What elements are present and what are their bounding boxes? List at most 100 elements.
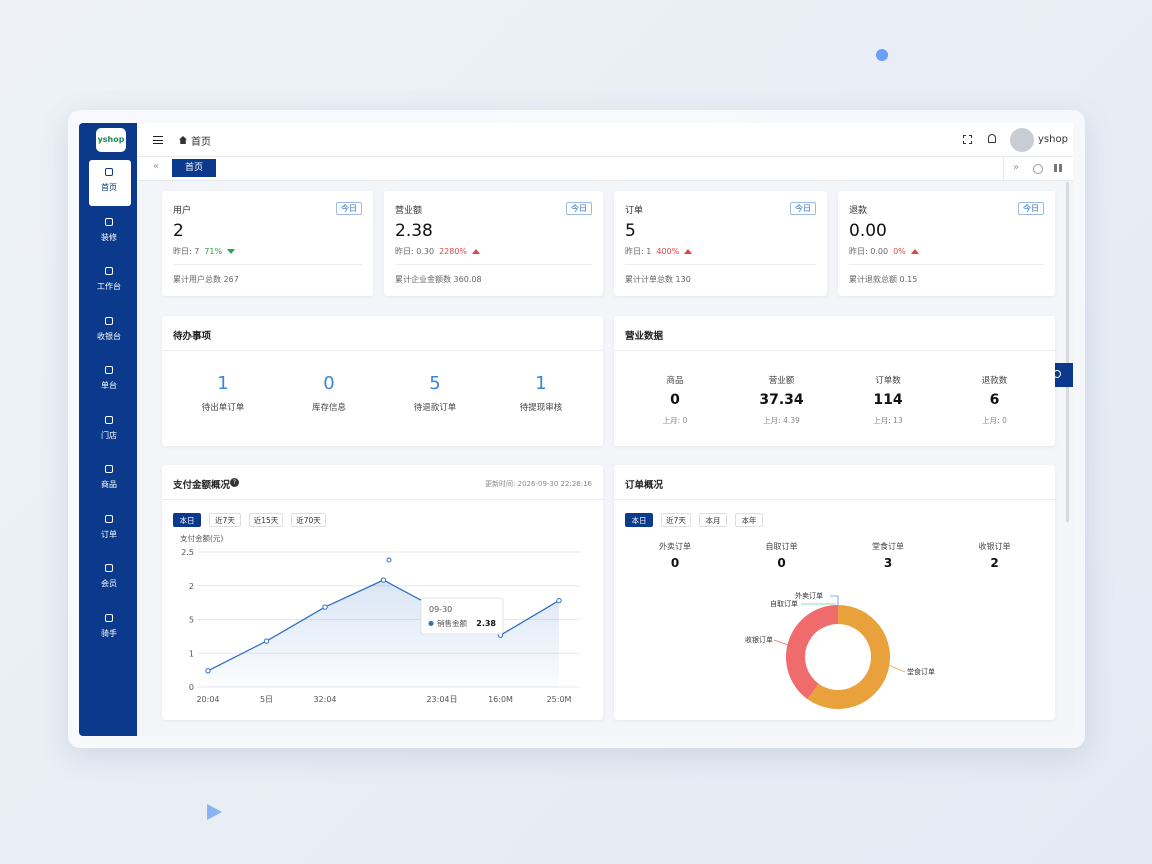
order-type-label: 堂食订单 xyxy=(872,542,904,551)
panel-title: 支付金额概况 xyxy=(173,480,231,491)
stat-value: 0.00 xyxy=(849,221,887,241)
menu-item[interactable]: 订单 xyxy=(101,529,117,539)
business-label: 订单数 xyxy=(875,376,901,386)
menu-item[interactable]: 骑手 xyxy=(101,628,117,638)
panel-title: 订单概况 xyxy=(625,480,664,491)
todo-label: 待提现审核 xyxy=(519,403,563,413)
logo: yshop xyxy=(96,128,126,152)
stat-divider xyxy=(625,264,816,265)
order-type-label: 外卖订单 xyxy=(659,542,691,551)
stat-card: 退款 今日 0.00 昨日: 0.00 0% 累计退款总额 0.15 xyxy=(838,191,1055,296)
panel-divider xyxy=(614,350,1055,351)
stat-divider xyxy=(849,264,1044,265)
stat-yesterday: 昨日: 0.00 xyxy=(849,247,889,256)
hamburger[interactable] xyxy=(153,136,163,144)
stat-title: 订单 xyxy=(625,206,644,216)
filter-button[interactable]: 近7天 xyxy=(209,513,241,527)
filter-button[interactable]: 本日 xyxy=(173,513,201,527)
stat-compare: 昨日: 1 400% xyxy=(625,246,693,257)
stat-trend xyxy=(472,249,481,254)
menu-item[interactable]: 首页 xyxy=(101,183,117,192)
menu-item[interactable]: 单台 xyxy=(101,381,117,390)
fullscreen-icon[interactable] xyxy=(963,135,972,144)
menu-icon xyxy=(105,366,113,374)
business-label: 退款数 xyxy=(981,376,1008,386)
stat-yesterday: 昨日: 1 xyxy=(625,247,652,256)
menu-icon xyxy=(105,217,113,226)
tab-prev[interactable]: « xyxy=(153,161,160,172)
avatar[interactable] xyxy=(1010,128,1034,152)
filter-button[interactable]: 本年 xyxy=(735,513,763,527)
user-name: yshop xyxy=(1038,134,1068,145)
stat-value: 2.38 xyxy=(395,221,433,241)
stat-badge: 今日 xyxy=(336,202,362,215)
menu-item[interactable]: 商品 xyxy=(101,480,117,489)
stat-compare: 昨日: 0.00 0% xyxy=(849,246,919,257)
business-value: 37.34 xyxy=(759,392,804,408)
refresh-icon[interactable] xyxy=(1033,164,1043,174)
tab-active[interactable]: 首页 xyxy=(172,159,216,177)
stat-compare: 昨日: 7 71% xyxy=(173,246,236,257)
filter-button[interactable]: 近15天 xyxy=(249,513,283,527)
scrollbar xyxy=(1066,182,1069,522)
menu-item[interactable]: 收银台 xyxy=(97,331,121,341)
stat-trend xyxy=(910,249,919,254)
stat-total: 累计计单总数 130 xyxy=(625,275,691,284)
filter-button[interactable]: 本日 xyxy=(625,513,653,527)
stat-card: 营业额 今日 2.38 昨日: 0.30 2280% 累计企业金额数 360.08 xyxy=(384,191,603,296)
menu-icon xyxy=(105,514,113,523)
todo-value: 5 xyxy=(429,373,441,394)
bell-icon[interactable] xyxy=(988,134,996,143)
panel-divider xyxy=(614,499,1055,500)
order-type-label: 自取订单 xyxy=(765,542,798,551)
business-last: 上月: 13 xyxy=(873,416,903,425)
todo-label: 待退款订单 xyxy=(413,403,457,413)
stat-yesterday: 昨日: 0.30 xyxy=(395,247,435,256)
business-last: 上月: 0 xyxy=(662,416,688,425)
panel: 待办事项 1 待出单订单 0 库存信息 5 待退款订单 1 待提现审核 xyxy=(162,316,603,446)
stat-change: 0% xyxy=(893,247,906,256)
order-type-label: 收银订单 xyxy=(978,542,1011,551)
stat-trend xyxy=(227,249,236,254)
updated-time: 更新时间: 2026-09-30 22:26:16 xyxy=(485,480,592,488)
filter-button[interactable]: 本月 xyxy=(699,513,727,527)
menu-icon xyxy=(105,564,113,572)
header xyxy=(137,123,1073,157)
stat-divider xyxy=(395,264,592,265)
filter-button[interactable]: 近7天 xyxy=(661,513,691,527)
decor-play xyxy=(207,804,222,820)
menu-icon xyxy=(105,465,113,473)
help-icon: ? xyxy=(230,478,239,487)
panel-divider xyxy=(162,499,603,500)
menu-active-bg xyxy=(89,160,131,206)
stat-yesterday: 昨日: 7 xyxy=(173,247,200,256)
stat-change: 71% xyxy=(204,247,223,256)
stat-divider xyxy=(173,264,362,265)
panel: 支付金额概况? 更新时间: 2026-09-30 22:26:16 本日 近7天 近15… xyxy=(162,465,603,720)
business-value: 0 xyxy=(670,392,680,408)
tab-next[interactable]: » xyxy=(1003,157,1028,180)
stat-badge: 今日 xyxy=(790,202,816,215)
menu-item[interactable]: 装修 xyxy=(101,232,117,242)
stat-compare: 昨日: 0.30 2280% xyxy=(395,246,481,257)
stat-total: 累计企业金额数 360.08 xyxy=(395,275,482,284)
business-value: 6 xyxy=(989,392,1000,408)
stat-card: 订单 今日 5 昨日: 1 400% 累计计单总数 130 xyxy=(614,191,827,296)
menu-item[interactable]: 门店 xyxy=(101,430,117,440)
menu-icon xyxy=(105,613,113,622)
todo-value: 1 xyxy=(217,373,229,394)
panel-title: 待办事项 xyxy=(173,331,212,342)
stat-card: 用户 今日 2 昨日: 7 71% 累计用户总数 267 xyxy=(162,191,373,296)
filter-button[interactable]: 近70天 xyxy=(291,513,326,527)
menu-icon xyxy=(105,415,113,424)
order-type-value: 0 xyxy=(670,556,680,570)
menu-item[interactable]: 会员 xyxy=(101,579,117,588)
business-label: 商品 xyxy=(666,376,684,386)
menu-item[interactable]: 工作台 xyxy=(97,282,121,291)
menu-icon xyxy=(105,168,113,176)
grid-icon[interactable] xyxy=(1054,164,1062,172)
panel-title: 营业数据 xyxy=(625,331,664,342)
stat-total: 累计用户总数 267 xyxy=(173,275,239,284)
